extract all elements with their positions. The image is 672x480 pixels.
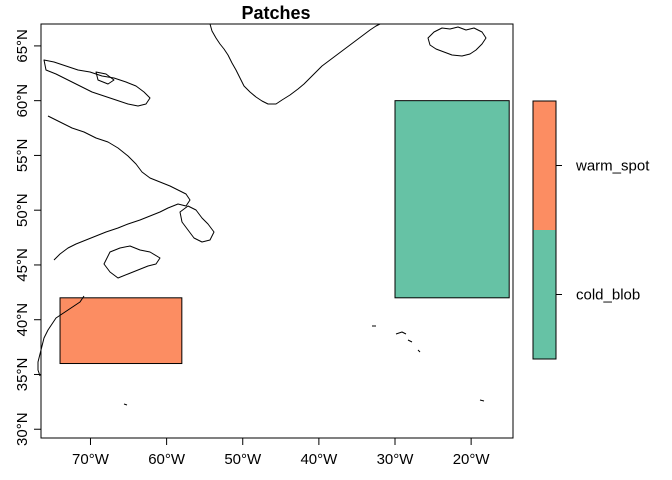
coastline-madeira: [479, 399, 485, 402]
legend: cold_blob warm_spot: [532, 100, 650, 360]
x-tick-label: 20°W: [453, 451, 491, 468]
coastline-greenland: [209, 23, 381, 105]
x-tick-label: 30°W: [377, 451, 415, 468]
coastline-us-east: [37, 295, 85, 377]
x-tick-label: 60°W: [148, 451, 186, 468]
map-title: Patches: [241, 3, 310, 23]
y-tick-label: 50°N: [14, 193, 31, 227]
y-tick-label: 35°N: [14, 358, 31, 392]
legend-swatch: [533, 101, 556, 230]
plot-frame: [40, 23, 514, 439]
legend-label: warm_spot: [575, 158, 650, 175]
y-tick-label: 45°N: [14, 248, 31, 282]
legend-swatch: [533, 230, 556, 359]
y-tick-label: 40°N: [14, 303, 31, 337]
coastline-newfoundland: [179, 205, 215, 243]
coastline-bermuda: [123, 403, 128, 406]
x-tick-label: 40°W: [300, 451, 338, 468]
x-tick-label: 70°W: [72, 451, 110, 468]
legend-label: cold_blob: [576, 287, 640, 304]
x-tick-label: 50°W: [224, 451, 262, 468]
y-axis: 30°N 35°N 40°N 45°N 50°N 55°N 60°N 65°N: [14, 29, 41, 446]
patch-warm-spot: [59, 297, 183, 365]
coastline-azores: [372, 325, 421, 353]
legend-frame: [532, 100, 557, 360]
coastline-labrador: [47, 115, 191, 261]
coastline-baffin: [43, 59, 151, 107]
x-axis: 70°W 60°W 50°W 40°W 30°W 20°W: [72, 438, 490, 468]
coastline-nova-scotia: [103, 245, 161, 279]
coastline-island: [95, 71, 115, 85]
coastline-layer: [37, 23, 487, 406]
y-tick-label: 55°N: [14, 139, 31, 173]
y-tick-label: 65°N: [14, 29, 31, 63]
y-tick-label: 30°N: [14, 412, 31, 446]
y-tick-label: 60°N: [14, 84, 31, 118]
patch-cold-blob: [394, 100, 510, 299]
patch-layer: [59, 100, 510, 365]
coastline-iceland: [427, 26, 487, 57]
